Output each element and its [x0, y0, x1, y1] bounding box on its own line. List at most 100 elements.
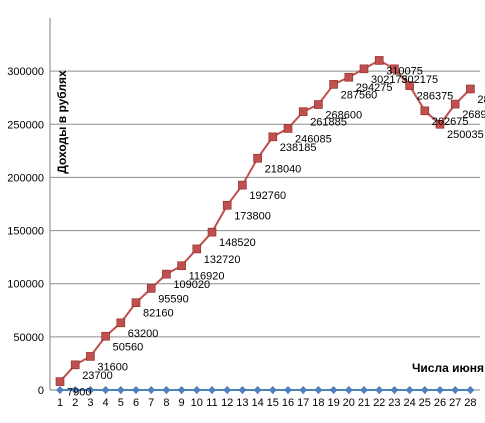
x-tick-label: 6	[133, 397, 139, 409]
x-tick-label: 13	[236, 397, 248, 409]
data-label: 192760	[249, 190, 286, 202]
x-tick-label: 2	[72, 397, 78, 409]
data-point	[420, 106, 430, 116]
data-label: 148520	[219, 237, 256, 249]
data-point	[390, 64, 399, 74]
data-label: 31600	[97, 361, 128, 373]
data-point	[177, 386, 186, 394]
data-label: 95590	[158, 293, 189, 305]
data-label: 173800	[234, 210, 271, 222]
data-point	[466, 84, 475, 94]
data-point	[450, 99, 460, 109]
y-tick-label: 0	[38, 385, 44, 397]
data-label: 283215	[477, 94, 485, 106]
data-label: 238185	[280, 142, 317, 154]
data-point	[374, 56, 384, 65]
data-point	[116, 386, 125, 394]
data-point	[299, 386, 308, 394]
data-point	[405, 81, 414, 90]
data-point	[116, 318, 126, 328]
data-point	[344, 72, 354, 82]
data-point	[55, 377, 65, 386]
data-point	[192, 244, 202, 254]
x-tick-label: 1	[57, 397, 63, 409]
x-tick-label: 14	[251, 397, 263, 409]
x-tick-label: 20	[343, 397, 355, 409]
data-point	[283, 124, 293, 133]
data-point	[222, 200, 232, 210]
data-point	[451, 386, 460, 394]
gridlines	[50, 70, 480, 338]
x-tick-label: 15	[267, 397, 279, 409]
x-tick-label: 21	[358, 397, 370, 409]
data-point	[162, 269, 171, 279]
data-label: 268600	[325, 110, 362, 122]
data-point	[360, 386, 368, 394]
data-point	[329, 80, 338, 89]
data-point	[359, 64, 369, 74]
x-tick-label: 26	[434, 397, 446, 409]
x-tick-label: 4	[103, 397, 109, 409]
data-label: 302175	[371, 74, 408, 86]
data-point	[298, 107, 308, 116]
x-tick-label: 9	[179, 397, 185, 409]
data-point	[147, 386, 156, 394]
data-point	[238, 180, 247, 190]
data-point	[192, 386, 201, 394]
y-tick-label: 200000	[7, 172, 44, 184]
data-point	[390, 386, 399, 394]
data-point	[132, 386, 140, 394]
data-label: 82160	[143, 308, 174, 320]
data-point	[314, 386, 323, 394]
data-point	[253, 386, 262, 394]
data-point	[268, 386, 277, 394]
data-label: 246085	[295, 133, 332, 145]
data-label: 294275	[356, 82, 393, 94]
data-point	[70, 360, 80, 370]
data-point	[436, 386, 444, 394]
data-label: 116920	[189, 271, 225, 283]
data-point	[207, 227, 217, 237]
data-point	[86, 352, 95, 361]
x-tick-label: 12	[221, 397, 233, 409]
data-label: 310075	[386, 65, 423, 77]
x-tick-label: 7	[148, 397, 154, 409]
data-label: 63200	[128, 328, 159, 340]
data-label: 250035	[447, 129, 484, 141]
data-point	[177, 261, 186, 271]
x-tick-label: 28	[464, 397, 476, 409]
x-tick-label: 25	[419, 397, 431, 409]
x-tick-label: 5	[118, 397, 124, 409]
data-point	[284, 386, 292, 394]
x-tick-label: 24	[403, 397, 415, 409]
y-axis-title: Доходы в рублях	[55, 70, 69, 174]
data-label: 261885	[310, 117, 347, 129]
data-label: 109020	[173, 279, 210, 291]
data-point	[86, 386, 95, 394]
x-tick-label: 27	[449, 397, 461, 409]
x-tick-label: 11	[206, 397, 217, 409]
series	[55, 56, 475, 394]
data-point	[238, 386, 247, 394]
y-tick-label: 50000	[13, 332, 44, 344]
x-tick-label: 18	[312, 397, 324, 409]
data-point	[435, 119, 445, 129]
data-label: 218040	[265, 163, 302, 175]
data-point	[329, 386, 338, 394]
y-tick-label: 250000	[7, 119, 44, 131]
x-tick-label: 16	[282, 397, 294, 409]
x-axis-title: Числа июня	[412, 361, 484, 375]
data-label: 7900	[67, 387, 91, 399]
data-point	[268, 132, 278, 142]
data-point	[146, 284, 156, 293]
data-point	[101, 331, 110, 341]
data-point	[131, 298, 141, 307]
data-point	[466, 386, 475, 394]
y-tick-label: 100000	[7, 279, 44, 291]
data-point	[71, 386, 80, 394]
data-label: 302175	[401, 74, 438, 86]
y-tick-label: 300000	[7, 66, 44, 78]
data-point	[101, 386, 110, 394]
